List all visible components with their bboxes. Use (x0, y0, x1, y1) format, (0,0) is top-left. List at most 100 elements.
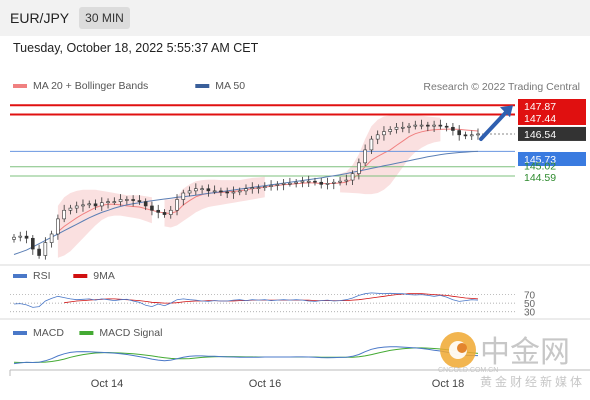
candle (325, 177, 330, 190)
candle (162, 209, 167, 218)
candle-body (451, 126, 455, 131)
candle (24, 230, 29, 244)
candle-body (31, 237, 35, 250)
candle (313, 177, 317, 186)
candle-body (363, 149, 367, 164)
legend-label: 9MA (93, 270, 115, 282)
candle (438, 119, 443, 130)
candle-body (394, 126, 399, 130)
candle-body (407, 125, 411, 128)
candle (118, 194, 123, 206)
candle (400, 121, 405, 133)
candle-body (175, 199, 179, 211)
x-axis-label: Oct 16 (249, 378, 281, 390)
candle (175, 194, 179, 216)
candle (369, 135, 374, 154)
watermark-brand: 中金网 (480, 335, 570, 370)
candle-body (306, 180, 311, 183)
rsi-level-label: 50 (524, 299, 536, 310)
candle (31, 235, 35, 255)
candle (125, 196, 129, 205)
candle (225, 187, 229, 198)
resistance-label-box (518, 111, 586, 125)
candle (62, 204, 66, 223)
candle-body (118, 199, 123, 202)
candle (469, 130, 474, 140)
candle (12, 233, 16, 243)
candle (357, 158, 361, 180)
candle-body (463, 134, 468, 137)
candle (288, 177, 292, 187)
rsi-level-label: 70 (524, 291, 536, 302)
bollinger-bands (57, 115, 441, 258)
candle-body (156, 209, 161, 213)
x-axis-label: Oct 14 (91, 378, 123, 390)
last-price-label: 146.54 (524, 129, 556, 141)
legend-swatch (13, 331, 27, 335)
candle-body (313, 180, 317, 183)
candle-body (93, 203, 98, 207)
candle (37, 244, 41, 259)
candle-body (432, 124, 436, 127)
candle (200, 185, 204, 194)
legend-label: MA 50 (215, 80, 245, 92)
pair-title: EUR/JPY (10, 10, 70, 26)
watermark-site: CNGOLD.COM.CN (438, 367, 498, 374)
timeframe-button[interactable]: 30 MIN (79, 7, 130, 29)
bollinger-band-area (340, 115, 441, 195)
candle (250, 182, 255, 194)
candle (306, 175, 311, 187)
candle (457, 125, 461, 141)
datetime-label: Tuesday, October 18, 2022 5:55:37 AM CET (13, 41, 259, 55)
candle (244, 184, 248, 195)
candle (319, 177, 324, 189)
candle (451, 122, 455, 136)
candle-body (24, 235, 29, 239)
candle-body (369, 138, 374, 151)
candle (156, 204, 161, 219)
candle-body (250, 187, 255, 190)
candle (18, 231, 23, 242)
legend-swatch (195, 84, 210, 88)
rsi-line (13, 292, 479, 308)
candle (87, 200, 92, 209)
candle (194, 183, 198, 195)
candle-body (344, 179, 349, 182)
candle-body (325, 183, 330, 185)
forecast-arrow (479, 109, 509, 141)
candle-body (181, 192, 186, 200)
resistance-label-box (518, 99, 586, 113)
candle (426, 121, 430, 132)
candle (263, 182, 267, 191)
candle-body (219, 190, 223, 193)
candle-body (150, 205, 154, 211)
candle (237, 187, 242, 196)
candle (350, 170, 355, 186)
candle-body (281, 183, 286, 185)
candle-body (382, 131, 386, 136)
candle (49, 230, 54, 248)
candle-body (469, 134, 474, 137)
candle-body (37, 248, 41, 256)
support-label: 145.02 (524, 161, 556, 173)
candle (382, 126, 386, 141)
candle (181, 189, 186, 206)
macd-line (13, 346, 479, 365)
legend-swatch (13, 274, 27, 278)
legend-swatch (73, 274, 88, 278)
ma50-label: 145.73 (524, 154, 556, 166)
candle-body (112, 201, 117, 203)
candle (81, 199, 85, 212)
resistance-label: 147.87 (524, 101, 556, 113)
candle-body (162, 212, 167, 215)
candle-body (106, 201, 110, 204)
candle (137, 195, 142, 205)
candle (300, 176, 305, 188)
bollinger-band-area (164, 176, 265, 228)
candle-body (288, 183, 292, 185)
legend-swatch (79, 331, 94, 335)
candle-body (388, 129, 393, 132)
candle (131, 195, 135, 207)
candle (338, 176, 342, 186)
